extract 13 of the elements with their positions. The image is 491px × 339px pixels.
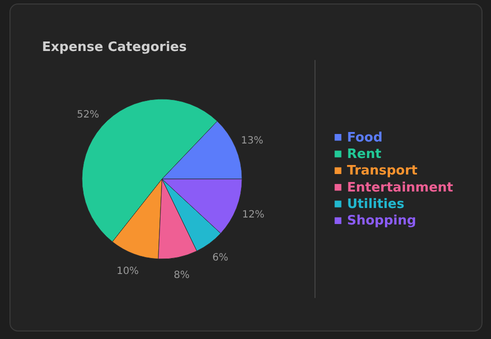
- data-label: 12%: [242, 210, 264, 221]
- data-label: 8%: [174, 270, 190, 282]
- legend-label: Shopping: [347, 214, 416, 229]
- legend-label: Entertainment: [347, 180, 454, 196]
- data-label: 6%: [212, 252, 228, 264]
- data-label: 10%: [116, 266, 139, 277]
- legend-label: Utilities: [347, 197, 405, 212]
- chart-title: Expense Categories: [42, 40, 187, 55]
- legend-label: Food: [347, 130, 383, 146]
- data-label: 52%: [76, 110, 100, 121]
- legend-label: Rent: [347, 147, 382, 162]
- legend-label: Transport: [347, 164, 418, 179]
- data-label: 13%: [240, 135, 264, 146]
